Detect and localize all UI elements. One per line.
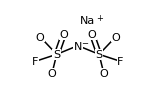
Text: O: O (36, 33, 45, 43)
Text: O: O (48, 69, 56, 79)
Text: N: N (74, 41, 82, 51)
Text: S: S (53, 50, 60, 60)
Text: F: F (32, 57, 39, 67)
Text: −: − (81, 39, 88, 48)
Text: O: O (111, 33, 120, 43)
Text: O: O (99, 69, 108, 79)
Text: Na: Na (80, 16, 95, 26)
Text: +: + (96, 14, 103, 23)
Text: S: S (96, 50, 103, 60)
Text: O: O (88, 30, 96, 40)
Text: F: F (117, 57, 123, 67)
Text: O: O (59, 30, 68, 40)
